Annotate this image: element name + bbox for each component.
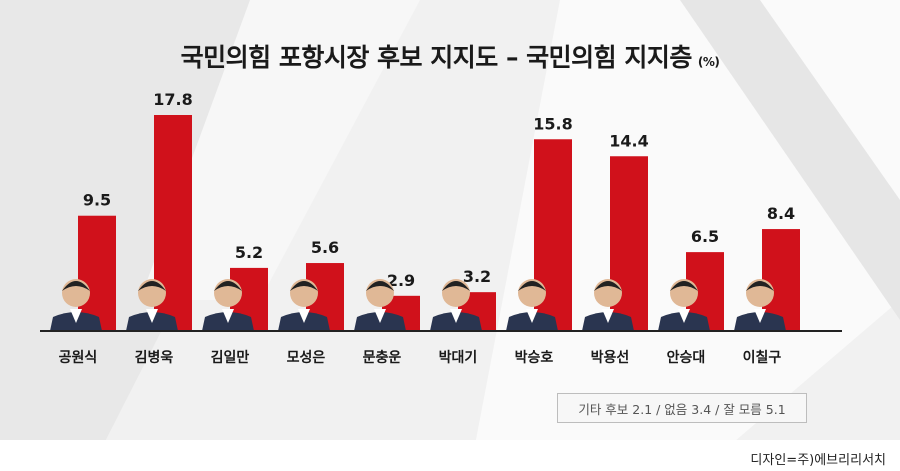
candidate-photo-collar [298, 309, 310, 323]
candidate-photo-hair [366, 281, 394, 291]
candidate-photo-collar [602, 309, 614, 323]
data-label: 8.4 [767, 204, 795, 223]
category-label: 박승호 [515, 349, 554, 366]
category-label: 공원식 [59, 350, 98, 366]
chart-title-row: 국민의힘 포항시장 후보 지지도 – 국민의힘 지지층 (%) [0, 38, 900, 74]
candidate-photo-hair [670, 281, 698, 291]
chart-title: 국민의힘 포항시장 후보 지지도 – 국민의힘 지지층 [180, 43, 693, 72]
candidate-photo-collar [374, 309, 386, 323]
unit-label: (%) [697, 55, 720, 69]
data-label: 17.8 [153, 90, 192, 109]
candidate-photo-hair [518, 281, 546, 291]
candidate-photo-hair [442, 281, 470, 291]
data-label: 2.9 [387, 271, 415, 290]
category-label: 박대기 [439, 349, 478, 366]
category-label: 김병욱 [135, 349, 174, 366]
data-label: 14.4 [609, 131, 648, 150]
category-label: 김일만 [211, 349, 250, 366]
data-label: 9.5 [83, 191, 111, 210]
data-label: 3.2 [463, 267, 491, 286]
candidate-photo-hair [746, 281, 774, 291]
candidate-photo-hair [290, 281, 318, 291]
candidate-photo-collar [526, 309, 538, 323]
candidate-photo-collar [754, 309, 766, 323]
candidate-photo-hair [594, 281, 622, 291]
candidate-photo-collar [450, 309, 462, 323]
other-responses-note: 기타 후보 2.1 / 없음 3.4 / 잘 모름 5.1 [557, 393, 807, 423]
candidate-photo-hair [62, 281, 90, 291]
bar [610, 156, 648, 331]
data-label: 5.2 [235, 243, 263, 262]
candidate-photo-collar [70, 309, 82, 323]
category-label: 안승대 [667, 349, 706, 366]
category-label: 문충운 [363, 350, 402, 366]
candidate-photo-hair [138, 281, 166, 291]
design-credit: 디자인=주)에브리리서치 [750, 453, 886, 468]
candidate-photo-collar [222, 309, 234, 323]
bar [78, 215, 116, 331]
candidate-photo-collar [146, 309, 158, 323]
category-label: 모성은 [287, 350, 326, 366]
category-label: 박용선 [591, 349, 630, 366]
data-label: 15.8 [533, 114, 572, 133]
candidate-photo-hair [214, 281, 242, 291]
data-label: 5.6 [311, 238, 339, 257]
category-label: 이칠구 [743, 349, 782, 366]
data-label: 6.5 [691, 227, 719, 246]
candidate-photo-collar [678, 309, 690, 323]
